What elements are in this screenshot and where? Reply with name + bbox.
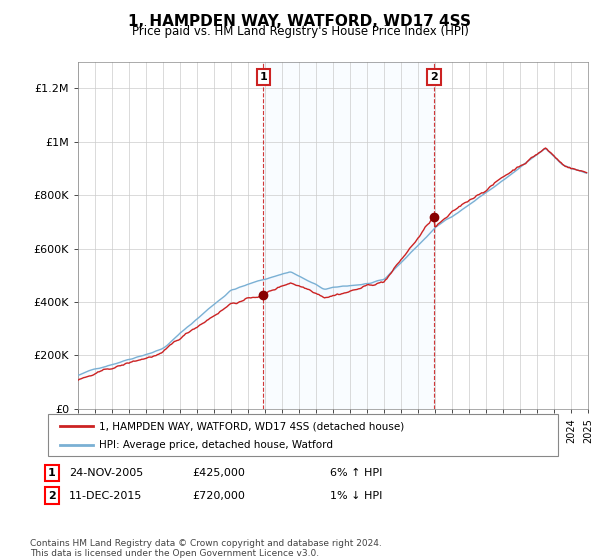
- HPI: Average price, detached house, Watford: (2.01e+03, 4.94e+05): Average price, detached house, Watford: …: [297, 273, 304, 280]
- Text: 2: 2: [48, 491, 56, 501]
- Text: 1, HAMPDEN WAY, WATFORD, WD17 4SS (detached house): 1, HAMPDEN WAY, WATFORD, WD17 4SS (detac…: [99, 421, 404, 431]
- HPI: Average price, detached house, Watford: (2.02e+03, 9.73e+05): Average price, detached house, Watford: …: [542, 146, 549, 152]
- Text: 1: 1: [259, 72, 267, 82]
- HPI: Average price, detached house, Watford: (2.02e+03, 9.23e+05): Average price, detached house, Watford: …: [556, 159, 563, 166]
- 1, HAMPDEN WAY, WATFORD, WD17 4SS (detached house): [542, 144, 549, 151]
- Text: HPI: Average price, detached house, Watford: HPI: Average price, detached house, Watf…: [99, 440, 333, 450]
- 1, HAMPDEN WAY, WATFORD, WD17 4SS (detached house): [74, 377, 82, 384]
- Text: 1, HAMPDEN WAY, WATFORD, WD17 4SS: 1, HAMPDEN WAY, WATFORD, WD17 4SS: [128, 14, 472, 29]
- 1, HAMPDEN WAY, WATFORD, WD17 4SS (detached house): [137, 357, 144, 363]
- Text: 11-DEC-2015: 11-DEC-2015: [69, 491, 142, 501]
- Text: 1% ↓ HPI: 1% ↓ HPI: [330, 491, 382, 501]
- Line: HPI: Average price, detached house, Watford: HPI: Average price, detached house, Watf…: [78, 149, 587, 375]
- Bar: [263, 62, 434, 409]
- Text: 1: 1: [48, 468, 56, 478]
- Text: 2: 2: [430, 72, 438, 82]
- Text: 6% ↑ HPI: 6% ↑ HPI: [330, 468, 382, 478]
- 1, HAMPDEN WAY, WATFORD, WD17 4SS (detached house): [243, 295, 250, 301]
- HPI: Average price, detached house, Watford: (2e+03, 1.26e+05): Average price, detached house, Watford: …: [74, 372, 82, 379]
- 1, HAMPDEN WAY, WATFORD, WD17 4SS (detached house): [297, 283, 304, 290]
- HPI: Average price, detached house, Watford: (2.01e+03, 4.76e+05): Average price, detached house, Watford: …: [251, 278, 259, 285]
- Text: £720,000: £720,000: [192, 491, 245, 501]
- Text: Contains HM Land Registry data © Crown copyright and database right 2024.
This d: Contains HM Land Registry data © Crown c…: [30, 539, 382, 558]
- 1, HAMPDEN WAY, WATFORD, WD17 4SS (detached house): [556, 158, 563, 165]
- HPI: Average price, detached house, Watford: (2e+03, 4.64e+05): Average price, detached house, Watford: …: [243, 282, 250, 288]
- 1, HAMPDEN WAY, WATFORD, WD17 4SS (detached house): [583, 169, 590, 176]
- HPI: Average price, detached house, Watford: (2.02e+03, 8.83e+05): Average price, detached house, Watford: …: [583, 170, 590, 176]
- HPI: Average price, detached house, Watford: (2e+03, 1.97e+05): Average price, detached house, Watford: …: [137, 353, 144, 360]
- Text: £425,000: £425,000: [192, 468, 245, 478]
- Text: Price paid vs. HM Land Registry's House Price Index (HPI): Price paid vs. HM Land Registry's House …: [131, 25, 469, 38]
- Text: 24-NOV-2005: 24-NOV-2005: [69, 468, 143, 478]
- HPI: Average price, detached house, Watford: (2e+03, 4.4e+05): Average price, detached house, Watford: …: [226, 288, 233, 295]
- Line: 1, HAMPDEN WAY, WATFORD, WD17 4SS (detached house): 1, HAMPDEN WAY, WATFORD, WD17 4SS (detac…: [78, 148, 587, 380]
- 1, HAMPDEN WAY, WATFORD, WD17 4SS (detached house): [226, 301, 233, 307]
- 1, HAMPDEN WAY, WATFORD, WD17 4SS (detached house): [251, 294, 259, 301]
